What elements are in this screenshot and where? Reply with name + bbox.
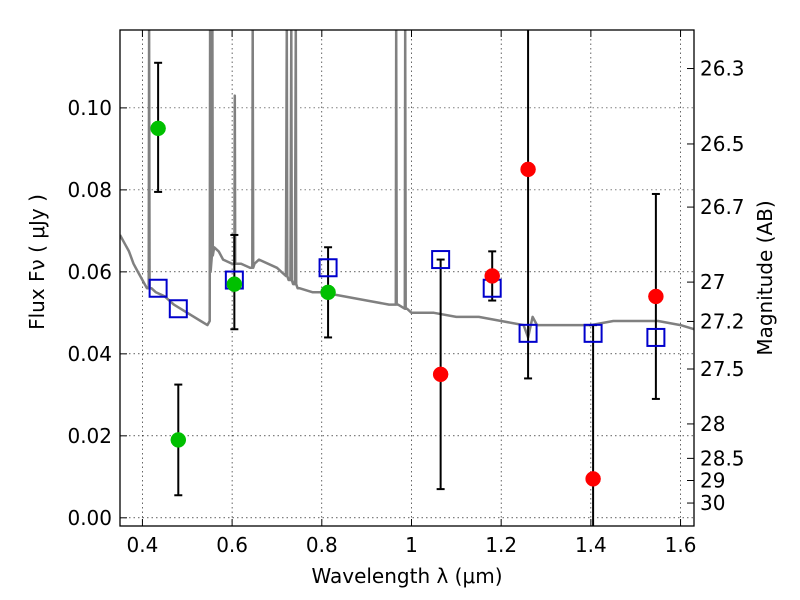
- blue-square-point: [318, 258, 338, 278]
- y2-tick-label: 26.5: [700, 132, 745, 156]
- blue-square-point: [646, 327, 666, 347]
- x-tick-label: 0.4: [127, 533, 159, 557]
- axes: 0.4 0.6 0.8 1 1.2 1.4 1.6 0.00 0.02 0.04 0.06 0.08 0…: [67, 30, 745, 557]
- y-tick-label: 0.06: [67, 260, 112, 284]
- green-data-point: [320, 284, 336, 301]
- y2-tick-label: 27.5: [700, 357, 745, 381]
- x-tick-label: 1: [405, 533, 418, 557]
- blue-square-point: [518, 323, 538, 343]
- y2-tick-label: 27.2: [700, 309, 745, 333]
- y2-axis-label: Magnitude (AB): [753, 200, 777, 355]
- red-data-point: [484, 268, 500, 284]
- x-tick-label: 1.2: [485, 533, 517, 557]
- grid: [120, 30, 694, 526]
- y2-tick-label: 26.7: [700, 195, 745, 219]
- x-axis-label: Wavelength λ (μm): [311, 564, 502, 588]
- y2-tick-label: 29: [700, 468, 725, 492]
- plot-background: [120, 30, 694, 526]
- red-data-point: [585, 471, 601, 487]
- red-data-point: [648, 288, 664, 305]
- y-tick-label: 0.04: [67, 342, 112, 366]
- y-axis-label: Flux Fν ( μJy ): [25, 194, 49, 330]
- green-data-point: [170, 432, 187, 448]
- y-tick-label: 0.02: [67, 424, 112, 448]
- green-data-point: [226, 276, 243, 292]
- red-data-point: [520, 161, 536, 178]
- plot-area: [120, 30, 694, 526]
- x-tick-label: 0.8: [306, 533, 338, 557]
- x-tick-label: 1.6: [665, 533, 697, 557]
- y-tick-label: 0.00: [67, 506, 112, 530]
- blue-square-point: [168, 299, 188, 319]
- x-tick-label: 0.6: [216, 533, 248, 557]
- blue-square-point: [583, 323, 603, 343]
- blue-square-point: [431, 250, 451, 270]
- x-tick-label: 1.4: [575, 533, 607, 557]
- y-tick-label: 0.10: [67, 96, 112, 120]
- plot-frame: [119, 29, 695, 527]
- y-tick-label: 0.08: [67, 178, 112, 202]
- model-spectrum-line: [120, 30, 694, 339]
- green-data-point: [150, 120, 166, 137]
- blue-square-point: [148, 278, 168, 298]
- y2-tick-label: 28: [700, 412, 725, 436]
- y2-tick-label: 30: [700, 491, 725, 515]
- y2-tick-label: 27: [700, 270, 725, 294]
- red-data-point: [432, 366, 449, 383]
- y2-tick-label: 26.3: [700, 57, 745, 81]
- y2-tick-label: 28.5: [700, 446, 745, 470]
